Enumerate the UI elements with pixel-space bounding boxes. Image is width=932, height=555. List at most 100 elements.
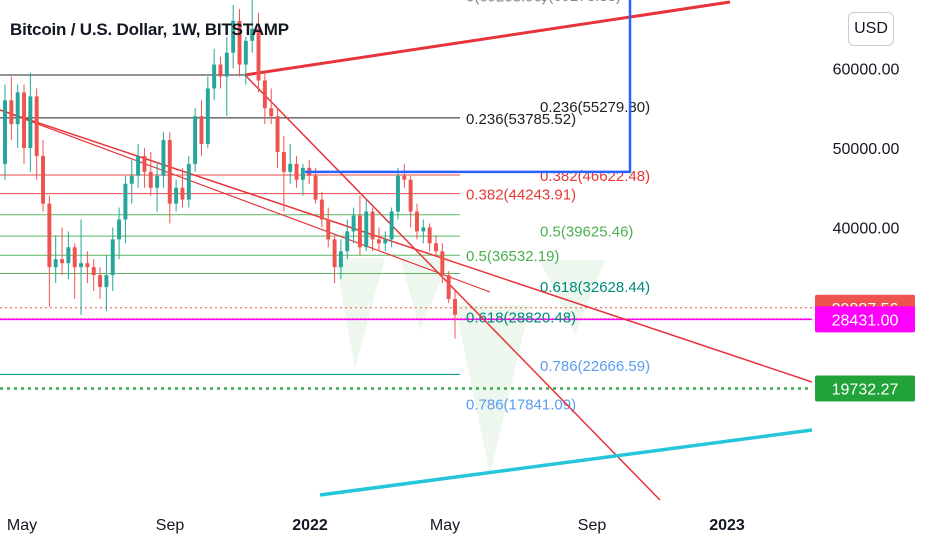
candle-body — [370, 211, 375, 240]
candle — [53, 235, 58, 284]
candle-body — [155, 175, 160, 188]
price-axis: 70000.0060000.0050000.0040000.0029887.56… — [812, 0, 932, 550]
candle — [434, 235, 438, 256]
candle-body — [167, 140, 172, 204]
candle — [224, 36, 229, 117]
fib-right-label: 0.618(32628.44) — [540, 279, 650, 296]
candle-body — [453, 298, 457, 315]
candle — [237, 8, 242, 77]
candle — [72, 243, 77, 299]
candle — [415, 203, 419, 240]
time-axis-bg — [0, 505, 812, 550]
time-tick-label: 2023 — [709, 517, 745, 534]
falling-trendline — [244, 74, 661, 501]
candle-body — [85, 263, 90, 268]
candle — [256, 12, 261, 93]
candle-body — [415, 211, 419, 232]
candle-body — [53, 259, 58, 268]
candle-body — [231, 20, 236, 53]
candle-body — [288, 163, 293, 172]
projection-shapes — [335, 258, 605, 475]
fib-left-label: 0.618(28820.48) — [466, 309, 576, 326]
candle — [47, 195, 52, 307]
candle — [281, 136, 286, 212]
candle-body — [212, 64, 217, 89]
time-tick-label: May — [430, 517, 460, 534]
candle — [243, 36, 248, 85]
price-badge-label: 19732.27 — [832, 381, 899, 398]
candle — [408, 175, 413, 228]
candle — [142, 148, 147, 188]
candle-body — [161, 140, 166, 176]
time-tick-label: Sep — [156, 517, 185, 534]
horizontal-levels — [0, 117, 812, 390]
candle-body — [28, 96, 33, 148]
candle-body — [383, 239, 388, 244]
candle — [205, 76, 210, 148]
candle-body — [129, 175, 134, 184]
candle-body — [427, 227, 432, 244]
candle-body — [22, 92, 26, 148]
candle-body — [389, 211, 394, 240]
candle — [326, 207, 331, 248]
support-trendline — [319, 428, 813, 497]
candle — [383, 231, 388, 252]
candle-body — [319, 199, 324, 220]
candle-body — [47, 203, 52, 268]
candle-body — [313, 175, 318, 200]
time-axis: May Sep 2022 May Sep 2023 — [0, 505, 812, 550]
candle — [22, 84, 26, 164]
candle-body — [104, 275, 109, 288]
candle-body — [395, 175, 400, 212]
candle — [351, 207, 356, 244]
fib-right-label: 0.5(39625.46) — [540, 223, 633, 240]
candle — [262, 72, 267, 125]
candle-body — [60, 259, 65, 264]
candle-body — [79, 263, 84, 268]
price-badge-bg — [815, 375, 915, 402]
candle — [117, 207, 122, 260]
time-tick-label: 2022 — [292, 517, 328, 534]
candle-body — [364, 211, 369, 248]
price-axis-bg — [812, 0, 932, 550]
projection-triangle — [335, 258, 385, 368]
candle — [364, 199, 369, 252]
candle-body — [3, 100, 7, 164]
candle — [376, 227, 381, 252]
candlesticks — [3, 0, 457, 339]
candle-body — [250, 28, 255, 41]
candle — [155, 163, 160, 212]
candle — [161, 132, 166, 188]
candle-body — [338, 251, 343, 268]
candle — [3, 84, 7, 180]
candle-body — [98, 275, 103, 288]
candle — [440, 243, 445, 284]
candle — [9, 76, 14, 141]
candle-body — [218, 64, 223, 77]
candle — [218, 56, 223, 89]
candle-body — [294, 163, 299, 180]
candle-body — [421, 227, 426, 232]
price-badge-bg — [815, 306, 915, 333]
candle-body — [136, 155, 141, 176]
resistance-trendline — [0, 109, 813, 383]
candle — [110, 227, 115, 291]
candle — [28, 72, 33, 172]
candle-body — [34, 96, 39, 156]
currency-button[interactable]: USD — [848, 12, 894, 46]
candle — [104, 255, 109, 311]
candle — [186, 155, 191, 208]
candle — [338, 239, 343, 280]
candle-body — [256, 28, 261, 81]
candle — [300, 163, 305, 196]
fib-left-label: 0.786(17841.09) — [466, 396, 576, 413]
candle — [66, 231, 71, 280]
candle-body — [180, 187, 185, 200]
candle — [357, 195, 362, 256]
candle — [15, 84, 20, 148]
candle — [319, 191, 324, 228]
fib-right-label: 0.382(46622.48) — [540, 168, 650, 185]
candle — [269, 88, 274, 125]
